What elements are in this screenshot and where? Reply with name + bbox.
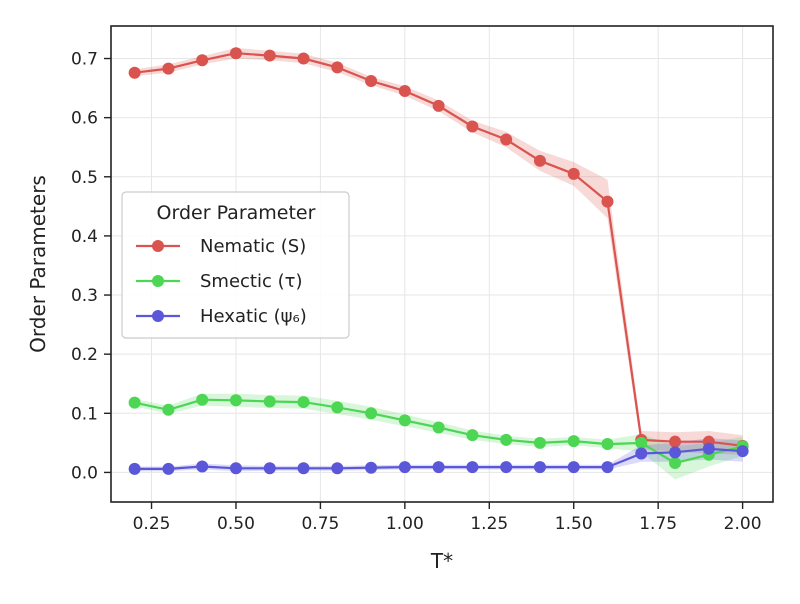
nematic-data-point (331, 61, 344, 74)
hexatic-data-point (601, 461, 614, 474)
hexatic-data-point (567, 461, 580, 474)
nematic-data-point (466, 120, 479, 133)
hexatic-data-point (331, 462, 344, 475)
smectic-data-point (669, 456, 682, 469)
legend-marker-hexatic (152, 310, 164, 322)
hexatic-data-point (432, 461, 445, 474)
x-tick-label: 1.75 (639, 514, 677, 534)
hexatic-data-point (500, 461, 513, 474)
smectic-data-point (601, 438, 614, 451)
x-tick-label: 0.25 (133, 514, 171, 534)
series-marker-layer (128, 47, 749, 475)
nematic-data-point (398, 85, 411, 98)
hexatic-data-point (466, 461, 479, 474)
y-tick-label: 0.2 (71, 345, 98, 365)
smectic-data-point (162, 403, 175, 416)
legend-label-hexatic: Hexatic (ψ₆) (200, 306, 307, 327)
x-tick-label: 2.00 (724, 514, 762, 534)
hexatic-data-point (297, 462, 310, 475)
hexatic-data-point (669, 446, 682, 459)
x-tick-label: 0.50 (217, 514, 255, 534)
smectic-data-point (229, 394, 242, 407)
hexatic-data-point (398, 461, 411, 474)
legend-title: Order Parameter (157, 202, 316, 224)
smectic-data-point (635, 436, 648, 449)
smectic-data-point (263, 395, 276, 408)
y-tick-label: 0.3 (71, 286, 98, 306)
y-tick-label: 0.1 (71, 404, 98, 424)
x-tick-label: 1.25 (470, 514, 508, 534)
y-tick-label: 0.6 (71, 109, 98, 129)
smectic-data-point (533, 436, 546, 449)
smectic-data-point (128, 396, 141, 409)
nematic-data-point (162, 62, 175, 75)
legend-marker-nematic (152, 240, 164, 252)
x-axis-label: T* (430, 549, 453, 573)
hexatic-data-point (263, 462, 276, 475)
smectic-data-point (196, 393, 209, 406)
grid-layer (111, 26, 773, 502)
smectic-data-point (432, 421, 445, 434)
hexatic-data-point (196, 460, 209, 473)
y-tick-label: 0.0 (71, 463, 98, 483)
hexatic-data-point (702, 442, 715, 455)
nematic-data-point (669, 435, 682, 448)
nematic-data-point (500, 133, 513, 146)
x-tick-label: 1.50 (555, 514, 593, 534)
smectic-data-point (500, 433, 513, 446)
legend-box (121, 191, 350, 339)
smectic-data-point (297, 396, 310, 409)
x-tick-label: 1.00 (386, 514, 424, 534)
hexatic-data-point (162, 462, 175, 475)
nematic-data-point (263, 49, 276, 62)
legend-label-nematic: Nematic (S) (200, 236, 306, 257)
hexatic-data-point (365, 461, 378, 474)
nematic-data-point (533, 154, 546, 167)
legend-marker-smectic (152, 275, 164, 287)
hexatic-data-point (533, 461, 546, 474)
nematic-data-point (128, 66, 141, 79)
hexatic-data-point (128, 462, 141, 475)
x-tick-label: 0.75 (301, 514, 339, 534)
plot-frame (110, 25, 774, 503)
y-tick-label: 0.4 (71, 227, 98, 247)
y-axis-label: Order Parameters (26, 175, 50, 353)
smectic-data-point (567, 435, 580, 448)
axis-tick-layer: 0.25 0.50 0.75 1.00 1.25 1.50 1.75 2.00 0.0 0.1 0.… (71, 50, 762, 534)
hexatic-data-point (635, 447, 648, 460)
y-tick-label: 0.5 (71, 168, 98, 188)
nematic-data-point (432, 99, 445, 112)
nematic-data-point (365, 74, 378, 87)
nematic-data-point (601, 195, 614, 208)
nematic-data-point (297, 52, 310, 65)
smectic-data-point (365, 407, 378, 420)
legend: Order Parameter Nematic (S) Smectic (τ) He… (121, 191, 350, 339)
nematic-data-point (567, 167, 580, 180)
y-tick-label: 0.7 (71, 50, 98, 70)
smectic-data-point (398, 414, 411, 427)
legend-label-smectic: Smectic (τ) (200, 271, 303, 292)
nematic-data-point (196, 54, 209, 67)
smectic-data-point (466, 429, 479, 442)
hexatic-data-point (736, 445, 749, 458)
smectic-data-point (331, 401, 344, 414)
hexatic-data-point (229, 462, 242, 475)
nematic-data-point (229, 47, 242, 60)
